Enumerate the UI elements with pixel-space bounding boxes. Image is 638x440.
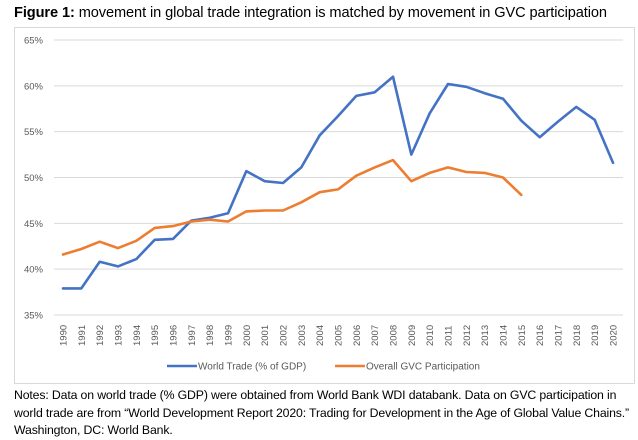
x-tick-label: 2020 — [609, 325, 620, 346]
x-tick-label: 2015 — [517, 325, 528, 346]
x-tick-label: 1997 — [187, 325, 198, 346]
figure-notes: Notes: Data on world trade (% GDP) were … — [14, 387, 638, 440]
x-tick-label: 1994 — [132, 325, 143, 346]
x-tick-label: 2008 — [389, 325, 400, 346]
y-axis-tick-labels: 35% 40% 45% 50% 55% 60% 65% — [24, 36, 44, 322]
x-tick-label: 2000 — [242, 325, 253, 346]
x-tick-label: 1991 — [77, 325, 88, 346]
x-tick-label: 1992 — [95, 325, 106, 346]
x-tick-label: 1998 — [205, 325, 216, 346]
x-tick-label: 2011 — [444, 326, 455, 346]
series-line-world-trade — [63, 77, 613, 289]
y-tick-label: 35% — [24, 311, 44, 322]
y-tick-label: 60% — [24, 81, 44, 92]
y-tick-label: 45% — [24, 219, 44, 230]
x-tick-label: 2017 — [554, 325, 565, 346]
x-tick-label: 2004 — [315, 325, 326, 346]
gridlines — [54, 40, 623, 315]
x-tick-label: 2016 — [535, 325, 546, 346]
x-tick-label: 2013 — [480, 325, 491, 346]
legend: World Trade (% of GDP) Overall GVC Partic… — [167, 362, 480, 373]
series-lines — [63, 77, 613, 289]
x-tick-label: 2012 — [462, 325, 473, 346]
x-tick-label: 2002 — [279, 325, 290, 346]
x-tick-label: 1996 — [169, 325, 180, 346]
legend-label: World Trade (% of GDP) — [198, 362, 306, 373]
y-tick-label: 65% — [24, 36, 44, 47]
x-tick-label: 1995 — [150, 325, 161, 346]
x-tick-label: 2019 — [590, 325, 601, 346]
x-tick-label: 2003 — [297, 325, 308, 346]
x-tick-label: 2001 — [260, 325, 271, 346]
x-tick-label: 2010 — [425, 325, 436, 346]
x-tick-label: 1990 — [59, 325, 70, 346]
y-tick-label: 40% — [24, 265, 44, 276]
x-tick-label: 2018 — [572, 325, 583, 346]
x-tick-label: 2005 — [334, 325, 345, 346]
x-tick-label: 1993 — [114, 325, 125, 346]
x-tick-label: 1999 — [224, 325, 235, 346]
y-tick-label: 55% — [24, 127, 44, 138]
x-axis-tick-labels: 1990 1991 1992 1993 1994 1995 1996 1997 1998 1999… — [59, 325, 620, 346]
y-tick-label: 50% — [24, 173, 44, 184]
legend-item: Overall GVC Participation — [335, 362, 480, 373]
x-tick-label: 2014 — [499, 325, 510, 346]
x-tick-label: 2006 — [352, 325, 363, 346]
legend-label: Overall GVC Participation — [366, 362, 480, 373]
legend-item: World Trade (% of GDP) — [167, 362, 306, 373]
x-tick-label: 2009 — [407, 325, 418, 346]
x-tick-label: 2007 — [370, 325, 381, 346]
